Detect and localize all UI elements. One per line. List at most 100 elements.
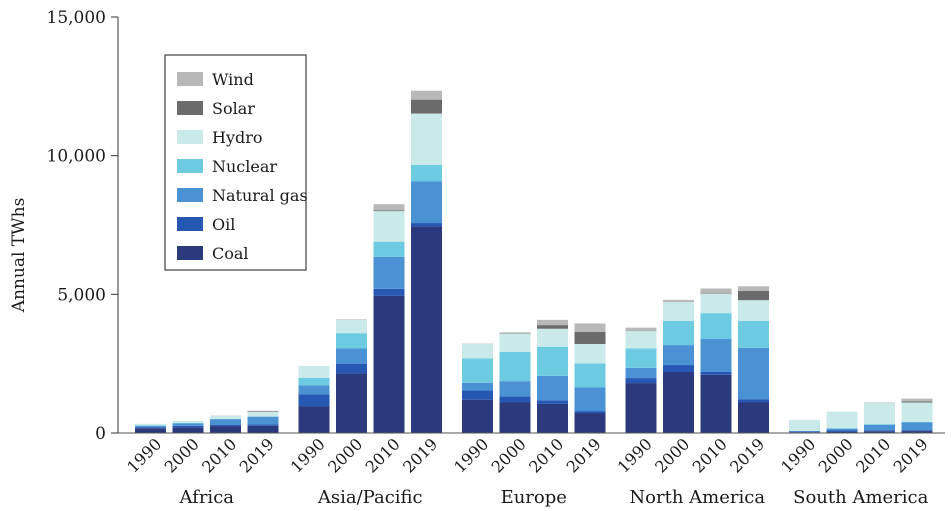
- bar-coal-asia-pacific-2019: [411, 226, 442, 433]
- bar-oil-north-america-2010: [700, 371, 732, 375]
- bar-oil-asia-pacific-2000: [336, 363, 367, 374]
- bar-natural-gas-africa-1990: [135, 425, 166, 428]
- bar-coal-africa-1990: [135, 428, 166, 433]
- bar-coal-africa-2000: [172, 427, 204, 433]
- x-tick-label: 2010: [525, 434, 567, 476]
- y-axis-title: Annual TWhs: [9, 198, 29, 314]
- bar-oil-north-america-1990: [625, 378, 657, 384]
- legend: Wind Solar Hydro Nuclear Natural gas Oil Coal: [164, 54, 308, 271]
- bar-oil-europe-2010: [537, 400, 568, 404]
- legend-swatch-nuclear: [177, 159, 203, 173]
- bar-nuclear-north-america-2010: [700, 313, 732, 339]
- legend-swatch-hydro: [177, 130, 203, 144]
- bar-natural-gas-africa-2010: [210, 419, 241, 425]
- bar-solar-asia-pacific-2010: [373, 210, 405, 212]
- bar-natural-gas-north-america-2000: [663, 345, 694, 366]
- bar-hydro-africa-2010: [210, 415, 241, 419]
- legend-label: Coal: [212, 244, 249, 263]
- bar-solar-north-america-2019: [738, 291, 769, 301]
- bar-hydro-africa-2000: [172, 420, 204, 424]
- bar-oil-south-america-2019: [901, 430, 933, 432]
- bar-wind-europe-2019: [574, 323, 606, 332]
- bar-wind-north-america-2000: [663, 299, 694, 303]
- bar-coal-europe-2019: [574, 413, 606, 433]
- y-tick-label: 10,000: [47, 147, 106, 167]
- bar-hydro-europe-2010: [537, 328, 568, 347]
- bar-natural-gas-europe-2019: [574, 387, 606, 412]
- y-tick-label: 0: [95, 424, 106, 444]
- bar-nuclear-south-america-2010: [864, 424, 895, 425]
- y-tick-label: 15,000: [47, 8, 106, 28]
- bar-hydro-europe-2000: [499, 333, 531, 353]
- bar-coal-north-america-2010: [700, 374, 732, 433]
- bar-oil-south-america-2000: [826, 430, 858, 432]
- x-tick-label: 1990: [287, 434, 329, 476]
- x-tick-label: 2019: [726, 434, 768, 476]
- bar-nuclear-europe-2010: [537, 346, 568, 376]
- x-axis: 1990200020102019Africa1990200020102019As…: [118, 432, 945, 508]
- bar-wind-north-america-2010: [700, 288, 732, 294]
- bar-hydro-asia-pacific-2000: [336, 319, 367, 334]
- y-axis: 0 5,000 10,000 15,000: [47, 8, 119, 444]
- bar-oil-south-america-1990: [789, 431, 820, 433]
- bar-wind-north-america-2019: [738, 286, 769, 292]
- legend-label: Wind: [212, 70, 254, 89]
- bar-wind-europe-2000: [499, 332, 531, 334]
- legend-swatch-coal: [177, 246, 203, 260]
- bar-hydro-north-america-2010: [700, 293, 732, 314]
- x-tick-label: 2000: [324, 434, 366, 476]
- bar-nuclear-north-america-2000: [663, 320, 694, 346]
- bar-hydro-asia-pacific-2019: [411, 113, 442, 165]
- bar-oil-north-america-2000: [663, 365, 694, 372]
- bar-nuclear-asia-pacific-1990: [298, 377, 330, 386]
- bar-hydro-south-america-1990: [789, 419, 820, 431]
- bar-wind-north-america-1990: [625, 327, 657, 332]
- bar-hydro-europe-2019: [574, 343, 606, 364]
- bar-wind-south-america-2019: [901, 398, 933, 402]
- bar-wind-europe-2010: [537, 319, 568, 326]
- bar-hydro-asia-pacific-1990: [298, 365, 330, 378]
- bar-oil-asia-pacific-1990: [298, 394, 330, 407]
- bar-solar-europe-2019: [574, 331, 606, 344]
- bar-wind-south-america-2010: [864, 402, 895, 404]
- bar-coal-europe-1990: [462, 399, 493, 433]
- legend-label: Oil: [212, 215, 235, 234]
- bar-hydro-north-america-1990: [625, 331, 657, 349]
- bar-coal-south-america-2010: [864, 431, 895, 433]
- group-label: Africa: [178, 487, 234, 508]
- bar-coal-africa-2010: [210, 426, 241, 433]
- x-tick-label: 2019: [399, 434, 441, 476]
- bar-oil-europe-1990: [462, 390, 493, 400]
- bar-solar-south-america-2019: [901, 401, 933, 403]
- x-tick-label: 2010: [689, 434, 731, 476]
- bar-natural-gas-africa-2019: [247, 416, 279, 425]
- bar-coal-asia-pacific-2000: [336, 373, 367, 433]
- bar-oil-africa-1990: [135, 427, 166, 429]
- x-tick-label: 2019: [563, 434, 605, 476]
- legend-label: Nuclear: [212, 157, 277, 176]
- x-tick-label: 2000: [488, 434, 530, 476]
- x-tick-label: 1990: [777, 434, 819, 476]
- bar-coal-europe-2010: [537, 403, 568, 433]
- legend-swatch-solar: [177, 101, 203, 115]
- x-tick-label: 2000: [161, 434, 203, 476]
- x-tick-label: 1990: [614, 434, 656, 476]
- bar-natural-gas-south-america-2019: [901, 422, 933, 431]
- bar-hydro-europe-1990: [462, 343, 493, 359]
- bar-natural-gas-asia-pacific-2000: [336, 348, 367, 364]
- bar-natural-gas-south-america-2010: [864, 424, 895, 431]
- bar-hydro-asia-pacific-2010: [373, 211, 405, 242]
- bar-coal-asia-pacific-2010: [373, 295, 405, 433]
- x-tick-label: 2019: [236, 434, 278, 476]
- x-tick-label: 2019: [890, 434, 932, 476]
- bar-solar-europe-2010: [537, 325, 568, 329]
- bar-wind-asia-pacific-2000: [336, 319, 367, 320]
- bar-natural-gas-north-america-2010: [700, 338, 732, 372]
- bar-coal-south-america-2019: [901, 431, 933, 433]
- bar-nuclear-europe-2019: [574, 363, 606, 388]
- bar-natural-gas-asia-pacific-2019: [411, 181, 442, 224]
- x-tick-label: 2000: [651, 434, 693, 476]
- bar-nuclear-europe-1990: [462, 358, 493, 383]
- bar-nuclear-north-america-2019: [738, 320, 769, 348]
